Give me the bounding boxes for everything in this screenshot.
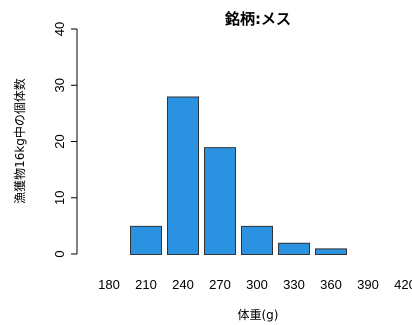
x-tick-label: 240 (172, 277, 194, 292)
y-tick-label: 30 (52, 78, 67, 92)
y-tick-label: 0 (52, 250, 67, 257)
x-tick-label: 180 (98, 277, 120, 292)
chart-title: 銘柄:メス (225, 10, 291, 28)
x-tick-labels: 180 210 240 270 300 330 360 390 420 (98, 277, 412, 292)
x-tick-label: 270 (209, 277, 231, 292)
x-axis-label: 体重(g) (238, 308, 279, 322)
y-tick-label: 10 (52, 191, 67, 205)
x-tick-label: 330 (283, 277, 305, 292)
y-axis-label: 漁獲物16kg中の個体数 (12, 78, 27, 204)
x-tick-label: 420 (394, 277, 412, 292)
bar-300 (241, 225, 273, 255)
bar-270 (204, 147, 236, 255)
bar-360 (315, 248, 347, 255)
x-tick-label: 360 (320, 277, 342, 292)
y-axis: 0 10 20 30 40 (52, 22, 78, 258)
bar-240 (167, 96, 199, 255)
y-tick-label: 20 (52, 134, 67, 148)
bar-330 (278, 242, 310, 255)
y-tick-label: 40 (52, 22, 67, 36)
x-tick-label: 390 (357, 277, 379, 292)
bar-210 (130, 225, 162, 255)
bars (130, 96, 347, 255)
x-tick-label: 300 (246, 277, 268, 292)
x-tick-label: 210 (135, 277, 157, 292)
